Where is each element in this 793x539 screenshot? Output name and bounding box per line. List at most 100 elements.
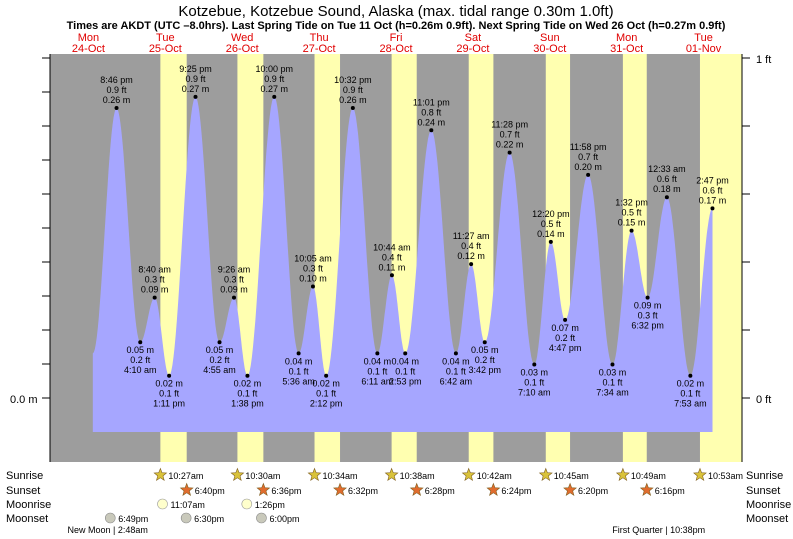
sunrise-icon bbox=[693, 467, 707, 481]
tide-point bbox=[482, 340, 487, 345]
tide-ft-label: 0.9 ft bbox=[186, 74, 207, 84]
tide-m-label: 0.04 m bbox=[442, 356, 470, 366]
moonrise-time: 1:26pm bbox=[255, 500, 285, 510]
tide-time-label: 12:20 pm bbox=[532, 209, 570, 219]
tide-m-label: 0.04 m bbox=[285, 356, 313, 366]
sunset-icon bbox=[639, 482, 654, 496]
row-label-moonrise-right: Moonrise bbox=[746, 499, 791, 511]
row-label-sunset-left: Sunset bbox=[6, 485, 40, 497]
tide-time-label: 2:53 pm bbox=[389, 376, 422, 386]
tide-time-label: 1:32 pm bbox=[615, 198, 648, 208]
tide-ft-label: 0.1 ft bbox=[159, 389, 180, 399]
moonset-icon bbox=[180, 512, 192, 524]
day-date-label: 31-Oct bbox=[610, 43, 643, 55]
chart-subtitle: Times are AKDT (UTC –8.0hrs). Last Sprin… bbox=[67, 20, 726, 32]
tide-m-label: 0.03 m bbox=[599, 368, 627, 378]
tide-ft-label: 0.6 ft bbox=[657, 174, 678, 184]
row-label-sunset-right: Sunset bbox=[746, 485, 780, 497]
tide-ft-label: 0.3 ft bbox=[224, 275, 245, 285]
y-right-top-label: 1 ft bbox=[756, 54, 771, 66]
tide-time-label: 4:47 pm bbox=[549, 343, 582, 353]
tide-ft-label: 0.3 ft bbox=[638, 311, 659, 321]
tide-ft-label: 0.7 ft bbox=[500, 130, 521, 140]
tide-time-label: 10:32 pm bbox=[334, 75, 372, 85]
tide-m-label: 0.02 m bbox=[677, 379, 705, 389]
tide-time-label: 11:28 pm bbox=[491, 120, 528, 130]
sunrise-icon bbox=[384, 467, 399, 481]
row-label-moonset-left: Moonset bbox=[6, 513, 48, 525]
row-label-moonrise-left: Moonrise bbox=[6, 499, 51, 511]
sunset-time: 6:20pm bbox=[578, 486, 608, 496]
sun-moon-events: 10:27am 10:30am 10:34am 10:38am 10:42am 10:45… bbox=[67, 467, 743, 535]
sunset-time: 6:36pm bbox=[271, 486, 301, 496]
tide-point bbox=[563, 317, 568, 322]
tide-time-label: 7:53 am bbox=[674, 399, 707, 409]
tide-m-label: 0.09 m bbox=[141, 285, 169, 295]
tide-time-label: 4:55 am bbox=[203, 365, 236, 375]
sunset-icon bbox=[179, 482, 194, 496]
tide-point bbox=[138, 340, 143, 345]
tide-m-label: 0.22 m bbox=[496, 140, 524, 150]
tide-ft-label: 0.6 ft bbox=[702, 185, 723, 195]
day-date-label: 24-Oct bbox=[72, 43, 105, 55]
tide-time-label: 9:26 am bbox=[218, 265, 251, 275]
tide-point bbox=[548, 239, 553, 244]
tide-ft-label: 0.2 ft bbox=[210, 355, 231, 365]
tide-ft-label: 0.4 ft bbox=[382, 252, 403, 262]
y-left-bottom-label: 0.0 m bbox=[10, 394, 38, 406]
day-name-label: Tue bbox=[694, 32, 713, 44]
tide-point bbox=[193, 94, 198, 99]
tide-m-label: 0.04 m bbox=[391, 356, 419, 366]
tide-time-label: 8:46 pm bbox=[100, 75, 133, 85]
moonset-time: 6:00pm bbox=[269, 514, 299, 524]
tide-point bbox=[167, 373, 172, 378]
y-right-bottom-label: 0 ft bbox=[756, 394, 771, 406]
tide-m-label: 0.11 m bbox=[379, 262, 406, 272]
row-label-sunrise-left: Sunrise bbox=[6, 470, 43, 482]
day-date-label: 30-Oct bbox=[533, 43, 566, 55]
day-date-label: 27-Oct bbox=[303, 43, 336, 55]
moonset-icon bbox=[256, 512, 267, 524]
tide-point bbox=[245, 373, 250, 378]
tide-m-label: 0.02 m bbox=[155, 379, 183, 389]
sunset-time: 6:16pm bbox=[655, 486, 685, 496]
tide-time-label: 6:32 pm bbox=[631, 321, 664, 331]
day-name-label: Sat bbox=[465, 32, 482, 44]
tide-point bbox=[350, 105, 355, 110]
tide-time-label: 11:58 pm bbox=[570, 142, 607, 152]
sunrise-icon bbox=[153, 467, 168, 481]
tide-point bbox=[324, 373, 329, 378]
sunrise-icon bbox=[307, 467, 322, 481]
tide-point bbox=[532, 362, 537, 367]
sunset-time: 6:28pm bbox=[425, 486, 455, 496]
tide-m-label: 0.26 m bbox=[103, 95, 131, 105]
day-name-label: Mon bbox=[616, 32, 637, 44]
tide-ft-label: 0.7 ft bbox=[578, 152, 599, 162]
tide-labels: 8:46 pm0.9 ft0.26 m0.05 m0.2 ft4:10 am8:… bbox=[100, 64, 728, 409]
sunset-time: 6:32pm bbox=[348, 486, 378, 496]
tide-time-label: 10:05 am bbox=[294, 253, 332, 263]
day-name-label: Thu bbox=[310, 32, 329, 44]
moon-phase-note: New Moon | 2:48am bbox=[67, 525, 147, 535]
day-date-label: 25-Oct bbox=[149, 43, 182, 55]
axis-ticks bbox=[42, 57, 750, 399]
sunset-icon bbox=[486, 482, 501, 496]
tide-ft-label: 0.1 ft bbox=[367, 366, 388, 376]
tide-m-label: 0.27 m bbox=[261, 84, 289, 94]
tide-point bbox=[710, 206, 715, 211]
tide-point bbox=[453, 351, 458, 356]
tide-m-label: 0.15 m bbox=[618, 218, 646, 228]
tide-ft-label: 0.1 ft bbox=[316, 389, 337, 399]
sunset-icon bbox=[409, 482, 424, 496]
tide-m-label: 0.07 m bbox=[551, 323, 579, 333]
tide-time-label: 11:27 am bbox=[453, 231, 490, 241]
sunset-icon bbox=[333, 482, 347, 496]
tide-point bbox=[645, 295, 650, 300]
tide-point bbox=[429, 128, 434, 133]
tide-m-label: 0.27 m bbox=[182, 84, 210, 94]
tide-point bbox=[296, 351, 301, 356]
event-row-labels: Sunrise Sunset Moonrise Moonset Sunrise … bbox=[6, 470, 791, 525]
axes: 0.0 m 0 ft 1 ft bbox=[10, 54, 771, 462]
moonset-icon bbox=[104, 512, 116, 524]
tide-m-label: 0.02 m bbox=[234, 379, 262, 389]
